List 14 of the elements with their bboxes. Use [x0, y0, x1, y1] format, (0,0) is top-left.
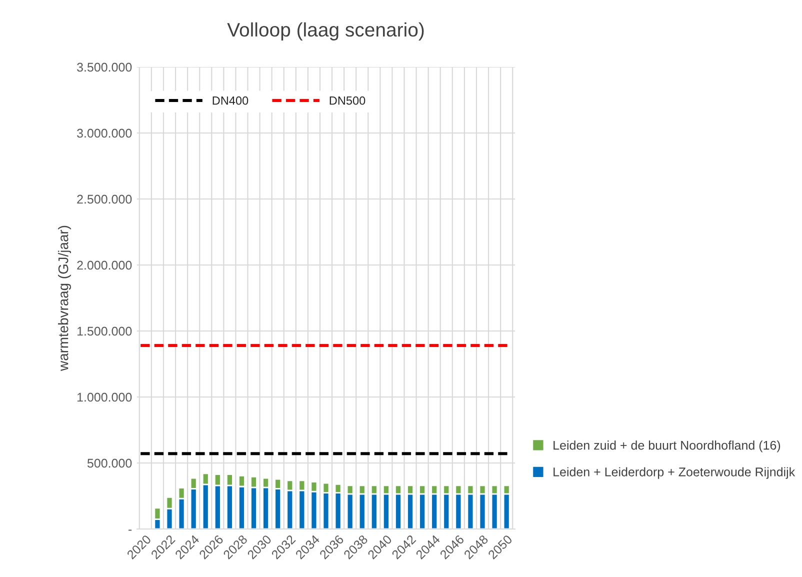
y-tick-label: 2.500.000: [77, 194, 132, 204]
y-tick-label: 1.000.000: [77, 392, 132, 402]
chart-title: Volloop (laag scenario): [227, 22, 424, 40]
legend-label: Leiden zuid + de buurt Noordhofland (16): [554, 440, 780, 452]
legend-label: Leiden + Leiderdorp + Zoeterwoude Rijndijk: [554, 467, 796, 479]
y-tick-label: -: [128, 530, 132, 531]
y-tick-label: 2.000.000: [77, 260, 132, 270]
y-axis-title: warmtebvraag (GJ/jaar): [58, 226, 71, 371]
legend-label: DN500: [330, 96, 366, 105]
y-tick-label: 1.500.000: [77, 326, 132, 336]
legend-label: DN400: [212, 96, 248, 105]
y-tick-label: 3.000.000: [77, 128, 132, 138]
y-tick-label: 500.000: [87, 458, 132, 468]
y-tick-label: 3.500.000: [77, 62, 132, 72]
